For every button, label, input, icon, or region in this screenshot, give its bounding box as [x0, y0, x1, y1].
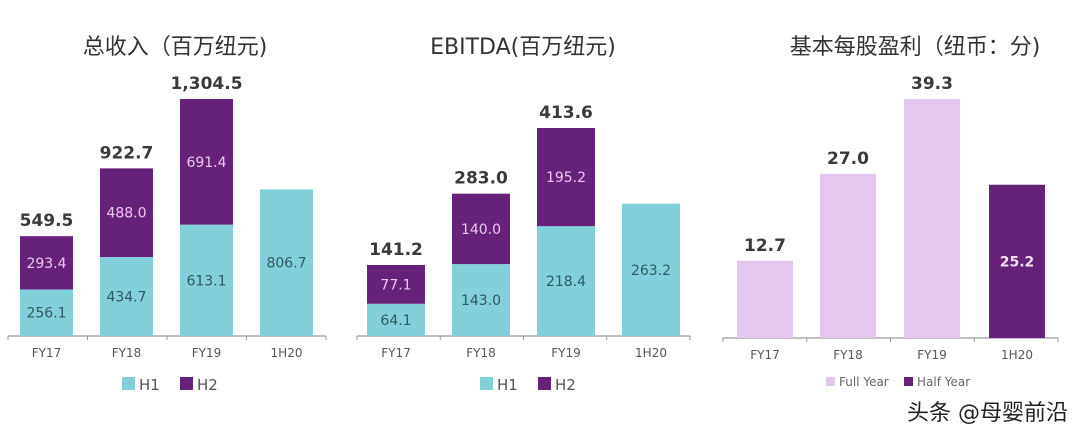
data-label: 806.7: [266, 256, 306, 272]
bar-fy17-h2: [367, 264, 425, 304]
bar-fy17-h1: [367, 303, 425, 336]
data-label: 25.2: [1000, 254, 1035, 270]
data-label: 256.1: [26, 306, 66, 322]
data-label: 293.4: [26, 256, 66, 272]
x-tick-label: 1H20: [1001, 348, 1033, 362]
total-label: 922.7: [100, 143, 154, 163]
bar-fy18-h2: [452, 193, 510, 265]
data-label: 143.0: [461, 293, 501, 309]
data-label: 39.3: [911, 74, 953, 94]
bar-fy18-h2: [100, 168, 153, 258]
legend-label: H2: [555, 376, 576, 394]
x-tick-label: 1H20: [271, 346, 303, 360]
data-label: 488.0: [106, 206, 146, 222]
data-label: 613.1: [186, 273, 226, 289]
data-label: 27.0: [827, 149, 869, 169]
data-label: 434.7: [106, 290, 146, 306]
legend-label: H1: [139, 376, 160, 394]
bar-fy18-h1: [452, 264, 510, 336]
bar-fy18-h1: [100, 257, 153, 336]
legend-swatch: [122, 377, 135, 390]
x-tick-label: FY18: [112, 346, 142, 360]
legend-label: Full Year: [839, 375, 889, 389]
bar-fy18-full-year: [820, 173, 876, 338]
data-label: 263.2: [631, 263, 671, 279]
data-label: 218.4: [546, 274, 586, 290]
data-label: 12.7: [744, 236, 786, 256]
bar-1h20-h1: [622, 203, 680, 336]
bar-fy19-h1: [537, 226, 595, 336]
legend-swatch: [538, 377, 551, 390]
bar-fy19-h2: [180, 99, 233, 225]
legend-label: Half Year: [917, 375, 970, 389]
bar-fy19-h2: [537, 128, 595, 227]
total-label: 141.2: [369, 240, 423, 260]
x-tick-label: FY18: [833, 348, 863, 362]
x-tick-label: FY19: [917, 348, 947, 362]
x-tick-label: FY19: [192, 346, 222, 360]
legend-swatch: [904, 377, 913, 386]
x-tick-label: FY17: [381, 346, 411, 360]
x-tick-label: FY17: [32, 346, 62, 360]
legend-swatch: [480, 377, 493, 390]
data-label: 691.4: [186, 155, 226, 171]
data-label: 195.2: [546, 170, 586, 186]
legend-swatch: [180, 377, 193, 390]
x-tick-label: FY18: [466, 346, 496, 360]
total-label: 283.0: [454, 169, 508, 189]
x-tick-label: FY19: [551, 346, 581, 360]
watermark: 头条 @母婴前沿: [907, 401, 1068, 426]
bar-fy17-h2: [20, 236, 73, 290]
bar-fy17-full-year: [737, 260, 793, 338]
chart-title-revenue: 总收入（百万纽元): [83, 35, 268, 60]
chart-title-eps: 基本每股盈利（纽币：分): [790, 35, 1041, 60]
legend-label: H1: [497, 376, 518, 394]
chart-title-ebitda: EBITDA(百万纽元): [430, 35, 616, 60]
data-label: 140.0: [461, 222, 501, 238]
total-label: 413.6: [539, 103, 593, 123]
bar-fy19-full-year: [904, 99, 960, 338]
data-label: 77.1: [380, 277, 411, 293]
bar-1h20-h1: [260, 189, 313, 336]
total-label: 1,304.5: [170, 74, 242, 94]
legend-swatch: [826, 377, 835, 386]
x-tick-label: 1H20: [635, 346, 667, 360]
data-label: 64.1: [380, 313, 411, 329]
bar-fy19-h1: [180, 224, 233, 336]
bar-fy17-h1: [20, 289, 73, 336]
legend-label: H2: [197, 376, 218, 394]
total-label: 549.5: [20, 211, 74, 231]
bar-1h20-half-year: [989, 184, 1045, 338]
x-tick-label: FY17: [750, 348, 780, 362]
